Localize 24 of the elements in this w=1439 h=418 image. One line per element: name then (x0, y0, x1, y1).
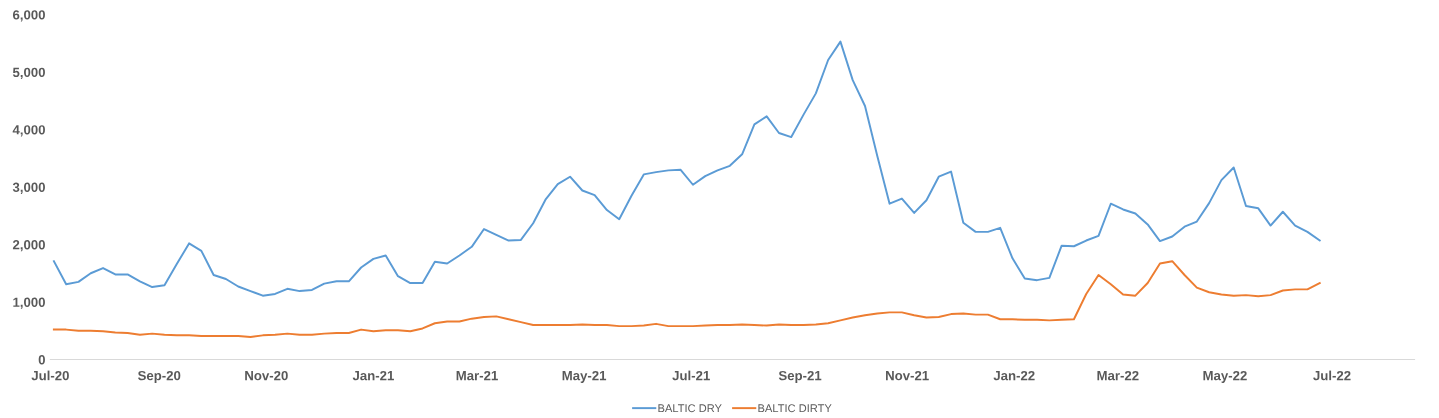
x-tick-label: Jan-21 (352, 370, 394, 381)
x-tick-label: Jul-22 (1313, 370, 1351, 381)
x-tick-label: Jan-22 (993, 370, 1035, 381)
legend-label: BALTIC DIRTY (758, 404, 832, 413)
x-tick-label: May-21 (562, 370, 607, 383)
x-tick-label: Nov-20 (245, 370, 288, 381)
y-tick-label: 0 (38, 355, 45, 365)
y-tick-label: 2,000 (12, 240, 45, 252)
x-tick-label: Mar-22 (1097, 370, 1139, 381)
line-series (52, 260, 1321, 339)
x-tick-label: Sep-20 (137, 370, 181, 383)
x-tick-label: Nov-21 (886, 370, 929, 381)
y-tick-label: 1,000 (13, 297, 45, 309)
x-tick-label: Jul-21 (672, 370, 710, 381)
x-tick-label: Sep-21 (778, 370, 822, 383)
y-tick-label: 6,000 (12, 10, 45, 22)
legend-label: BALTIC DRY (658, 404, 722, 413)
x-tick-label: May-22 (1203, 370, 1247, 383)
y-tick-label: 5,000 (12, 67, 45, 79)
x-tick-label: Jul-20 (31, 370, 69, 381)
y-tick-label: 4,000 (12, 125, 45, 137)
line-series (52, 40, 1321, 297)
x-tick-label: Mar-21 (456, 370, 498, 381)
y-tick-label: 3,000 (12, 182, 45, 194)
